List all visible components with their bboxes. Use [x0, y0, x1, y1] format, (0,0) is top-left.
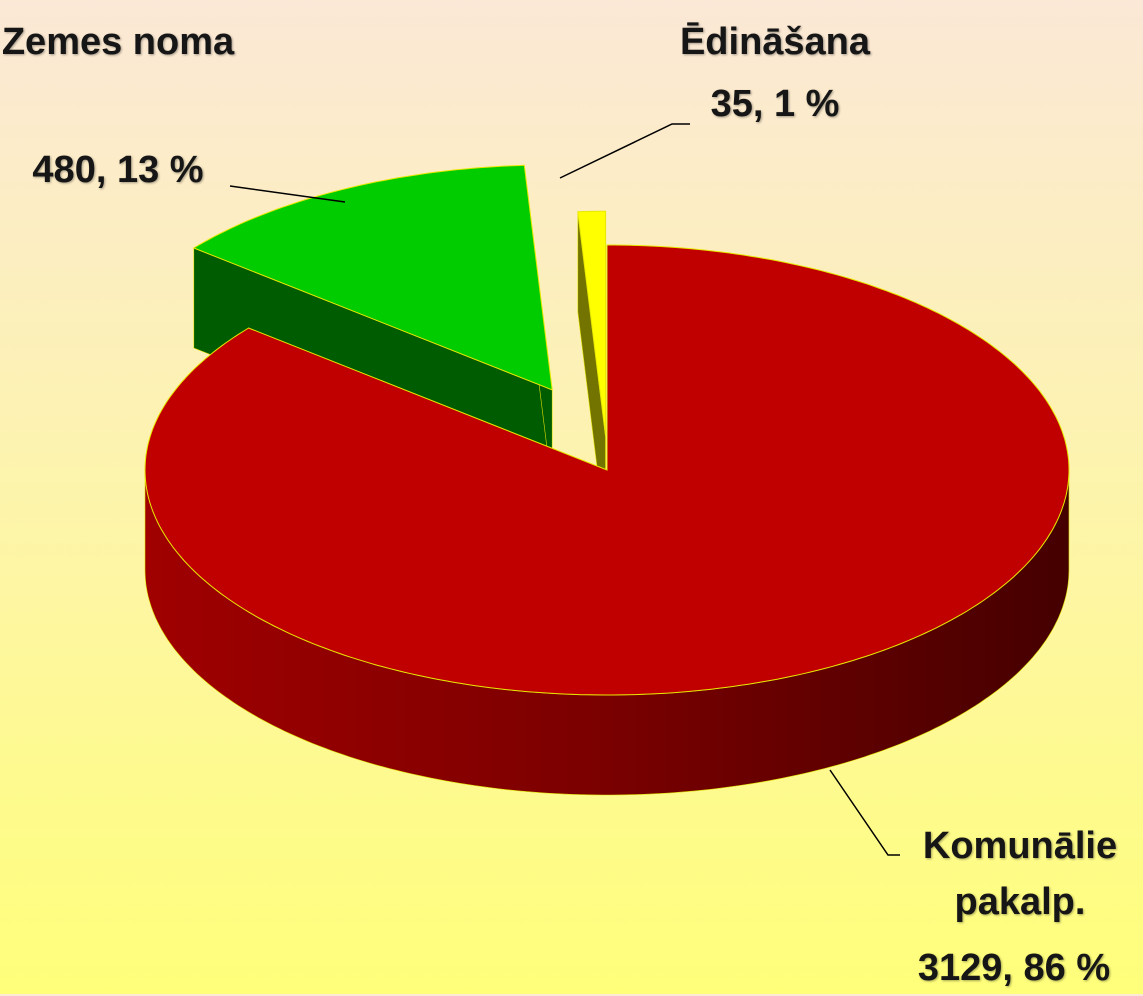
- category-label: Komunālie pakalp.: [922, 825, 1118, 923]
- leader-line: [229, 185, 346, 203]
- leader-line: [829, 769, 900, 856]
- value-label: 480, 13 %: [32, 149, 204, 191]
- pie-slice: [192, 164, 553, 391]
- pie-slice: [577, 210, 607, 437]
- category-label: Zemes noma: [1, 21, 235, 63]
- category-label: Ēdināšana: [679, 21, 871, 63]
- value-label: 3129, 86 %: [917, 947, 1111, 989]
- pie: [144, 164, 1070, 796]
- leader-line: [559, 123, 690, 179]
- value-label: 35, 1 %: [710, 83, 840, 125]
- pie-slice: [144, 244, 1070, 696]
